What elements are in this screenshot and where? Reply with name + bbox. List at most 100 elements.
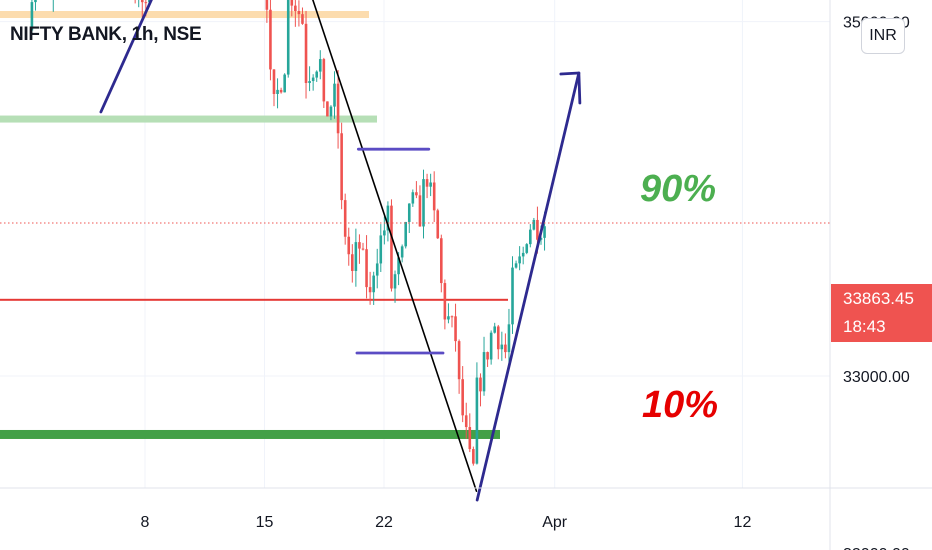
candle-body — [447, 316, 450, 320]
x-tick-label: 12 — [734, 514, 752, 531]
candle-body — [489, 332, 493, 360]
candles — [30, 0, 546, 466]
candle-body — [144, 2, 148, 4]
candle-body — [354, 242, 358, 271]
candle-body — [525, 244, 529, 253]
candle-body — [308, 81, 311, 84]
candle-body — [347, 236, 351, 255]
candle-body — [507, 324, 511, 353]
candle-body — [383, 230, 386, 236]
candle-body — [422, 179, 425, 227]
candle-body — [361, 248, 365, 250]
horizontal-levels — [0, 11, 508, 439]
candle-body — [543, 226, 546, 238]
candle-body — [536, 219, 539, 240]
candle-body — [290, 0, 294, 6]
x-tick-label: 15 — [256, 514, 274, 531]
candle-body — [397, 257, 400, 275]
trendline — [99, 0, 153, 114]
candle-body — [286, 0, 290, 75]
candle-body — [326, 101, 329, 117]
candle-body — [276, 89, 279, 94]
candle-body — [379, 235, 383, 264]
candle-body — [311, 77, 315, 82]
candle-body — [415, 192, 418, 196]
candle-body — [475, 377, 479, 464]
candle-body — [400, 246, 404, 258]
candle-body — [358, 242, 361, 249]
candle-body — [411, 192, 415, 204]
candle-body — [486, 352, 489, 360]
candle-body — [504, 344, 507, 353]
candle-body — [450, 316, 454, 318]
candle-body — [432, 182, 436, 211]
candle-body — [461, 379, 464, 416]
trendlines — [0, 0, 830, 502]
support-resistance-level — [0, 115, 377, 123]
support-resistance-level — [0, 298, 508, 301]
arrowhead — [559, 71, 582, 105]
candle-body — [333, 83, 336, 107]
candle-body — [297, 10, 301, 15]
candle-body — [269, 9, 272, 70]
candle-body — [496, 326, 500, 350]
candle-body — [30, 2, 34, 31]
candle-body — [457, 341, 461, 380]
candle-body — [318, 59, 322, 72]
candle-body — [343, 200, 347, 237]
candle-body — [482, 352, 486, 392]
candle-body — [304, 23, 308, 84]
candle-body — [532, 219, 536, 230]
candle-body — [279, 89, 283, 93]
candle-body — [425, 179, 429, 187]
candle-body — [386, 205, 390, 231]
trendline — [475, 71, 581, 502]
candle-body — [407, 203, 411, 222]
currency-button[interactable]: INR — [861, 18, 905, 54]
candle-body — [514, 263, 518, 268]
candle-body — [140, 0, 144, 3]
candle-body — [539, 237, 543, 240]
grid — [0, 0, 830, 488]
candle-body — [375, 263, 379, 276]
countdown-label: 18:43 — [831, 312, 932, 342]
candle-body — [372, 275, 375, 293]
candle-body — [529, 229, 532, 245]
candle-body — [500, 344, 504, 350]
candle-body — [404, 221, 408, 247]
candle-body — [336, 83, 340, 134]
candle-body — [340, 133, 343, 201]
candle-body — [440, 238, 443, 284]
candle-body — [272, 69, 276, 94]
candle-body — [390, 205, 393, 289]
candle-body — [315, 71, 319, 78]
candle-body — [283, 74, 286, 93]
candle-body — [472, 449, 475, 464]
candle-body — [521, 252, 525, 257]
candle-body — [301, 14, 304, 24]
symbol-title[interactable]: NIFTY BANK, 1h, NSE — [10, 24, 202, 45]
candle-body — [479, 377, 482, 392]
candle-body — [393, 274, 397, 289]
candle-body — [329, 106, 333, 117]
candle-body — [418, 195, 422, 227]
down-probability-annotation: 10% — [642, 384, 719, 426]
candle-body — [468, 427, 472, 450]
candle-body — [365, 249, 368, 288]
up-probability-annotation: 90% — [640, 168, 717, 210]
candle-body — [464, 415, 468, 428]
support-resistance-level — [0, 11, 369, 19]
trendline — [312, 0, 478, 492]
candle-body — [443, 283, 447, 320]
candle-body — [351, 254, 354, 271]
x-tick-label: 8 — [141, 514, 150, 531]
y-tick-label: 33000.00 — [843, 369, 910, 386]
x-tick-label: Apr — [542, 514, 568, 531]
candle-body — [294, 5, 297, 11]
candle-body — [368, 287, 372, 293]
candle-body — [518, 256, 521, 264]
candle-body — [429, 182, 432, 187]
last-price-label: 33863.45 — [831, 284, 932, 314]
